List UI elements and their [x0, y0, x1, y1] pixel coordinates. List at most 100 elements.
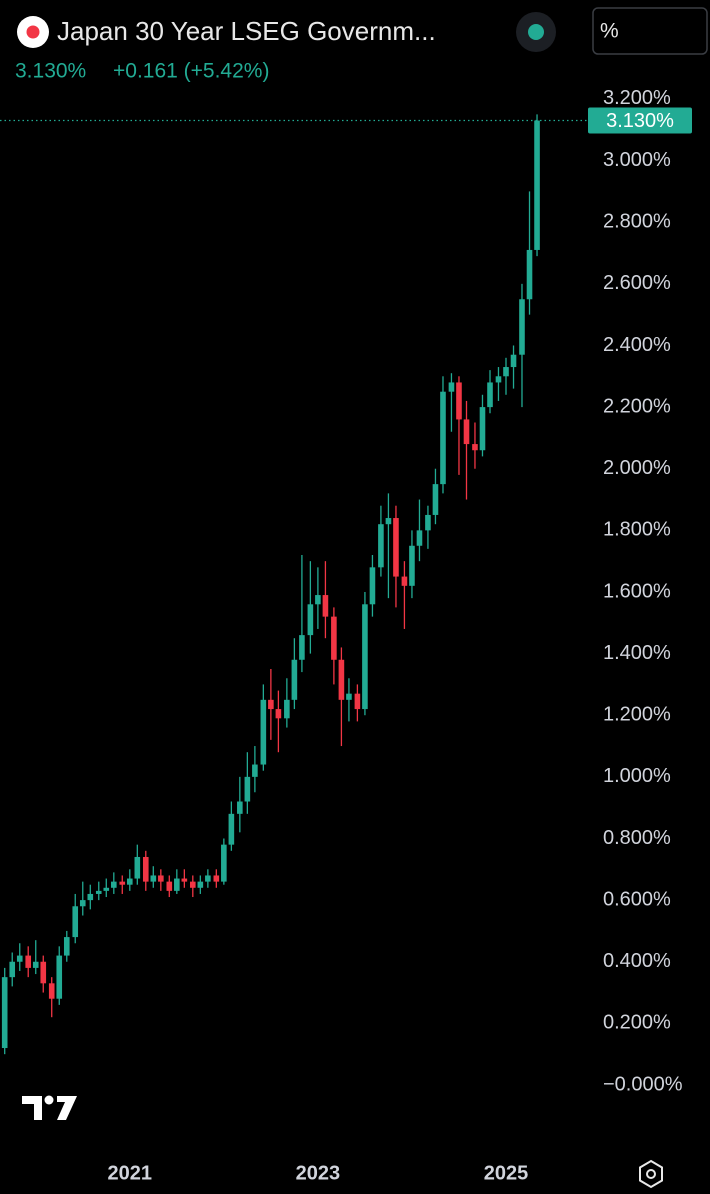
y-tick-label: 1.600%	[603, 580, 671, 602]
candle-body	[307, 604, 314, 636]
candle-body	[260, 699, 267, 765]
candle-body	[197, 881, 204, 888]
candle-body	[275, 709, 282, 719]
candle-body	[416, 530, 423, 546]
candle-body	[237, 801, 243, 814]
candle-body	[503, 367, 509, 377]
y-tick-label: −0.000%	[603, 1073, 683, 1095]
candle-body	[291, 659, 298, 700]
y-tick-label: 2.800%	[603, 211, 671, 233]
candle-body	[432, 484, 439, 515]
candle-body	[103, 887, 110, 891]
candle-body	[150, 875, 157, 882]
y-tick-label: 0.400%	[603, 950, 671, 972]
y-tick-label: 3.200%	[603, 87, 671, 109]
flag-dot	[26, 25, 40, 39]
candle-body	[534, 120, 540, 250]
candle-body	[181, 878, 188, 882]
last-price: 3.130%	[15, 60, 86, 83]
candle-body	[72, 906, 79, 938]
tv-logo	[22, 1095, 77, 1120]
candle-body	[9, 961, 16, 978]
candle-body	[205, 875, 211, 882]
candle-body	[378, 524, 384, 568]
candle-body	[166, 881, 173, 891]
candle-body	[409, 545, 415, 586]
y-tick-label: 1.400%	[603, 642, 671, 664]
candle-body	[63, 937, 70, 956]
candle-body	[479, 407, 486, 451]
candle-body	[228, 813, 235, 845]
candle-body	[401, 576, 408, 586]
settings-icon[interactable]	[639, 1159, 663, 1189]
candle-body	[440, 391, 446, 485]
candle-body	[322, 595, 329, 617]
candle-body	[213, 875, 220, 882]
candle-body	[221, 844, 227, 882]
candle-body	[111, 881, 117, 888]
candle-body	[32, 961, 39, 968]
candle-body	[174, 878, 180, 891]
x-tick-label: 2025	[484, 1162, 529, 1184]
unit-button[interactable]	[592, 7, 708, 55]
y-tick-label: 0.600%	[603, 888, 671, 910]
candle-body	[252, 764, 258, 777]
y-tick-label: 1.800%	[603, 519, 671, 541]
candle-body	[48, 983, 55, 999]
candle-body	[456, 382, 462, 420]
candle-body	[142, 856, 149, 882]
y-tick-label: 2.200%	[603, 395, 671, 417]
last-price-badge	[588, 107, 692, 134]
candle-body	[385, 518, 392, 525]
market-status-dot	[528, 24, 544, 40]
tv-logo-part	[44, 1095, 54, 1105]
y-tick-label: 1.000%	[603, 765, 671, 787]
candle-body	[448, 382, 455, 392]
y-tick-label: 3.000%	[603, 149, 671, 171]
candle-body	[1, 977, 8, 1049]
candle-body	[354, 693, 361, 710]
x-tick-label: 2021	[108, 1162, 153, 1184]
x-tick-label: 2023	[296, 1162, 341, 1184]
candle-body	[119, 881, 126, 885]
candle-body	[315, 595, 321, 605]
symbol-title: Japan 30 Year LSEG Governm...	[57, 16, 436, 46]
candle-body	[331, 616, 337, 660]
candle-body	[79, 900, 86, 907]
candle-body	[244, 776, 251, 802]
candle-body	[25, 955, 32, 968]
candle-body	[393, 518, 399, 577]
y-tick-label: 2.600%	[603, 272, 671, 294]
price-change: +0.161 (+5.42%)	[113, 60, 269, 83]
settings-hex	[639, 1159, 663, 1189]
candle-body	[268, 699, 274, 710]
candle-body	[369, 567, 376, 605]
candle-body	[284, 699, 290, 719]
y-tick-label: 1.200%	[603, 704, 671, 726]
candle-body	[87, 893, 94, 901]
tv-logo-part	[57, 1096, 77, 1120]
candle-body	[510, 354, 517, 368]
candle-body	[299, 635, 305, 660]
candle-body	[526, 249, 533, 300]
candle-body	[519, 299, 525, 355]
y-tick-label: 0.200%	[603, 1012, 671, 1034]
candle-body	[425, 514, 431, 531]
y-tick-label: 2.400%	[603, 334, 671, 356]
y-tick-label: 2.000%	[603, 457, 671, 479]
candle-body	[126, 878, 133, 885]
candle-body	[190, 881, 196, 888]
settings-hole	[646, 1169, 656, 1179]
last-price-label: 3.130%	[606, 110, 674, 132]
candle-body	[346, 693, 352, 700]
y-tick-label: 0.800%	[603, 827, 671, 849]
candle-body	[487, 382, 493, 408]
candle-body	[134, 856, 141, 879]
candle-body	[16, 955, 23, 962]
tv-logo-part	[22, 1096, 42, 1120]
candle-body	[95, 890, 102, 894]
candle-body	[56, 955, 63, 999]
